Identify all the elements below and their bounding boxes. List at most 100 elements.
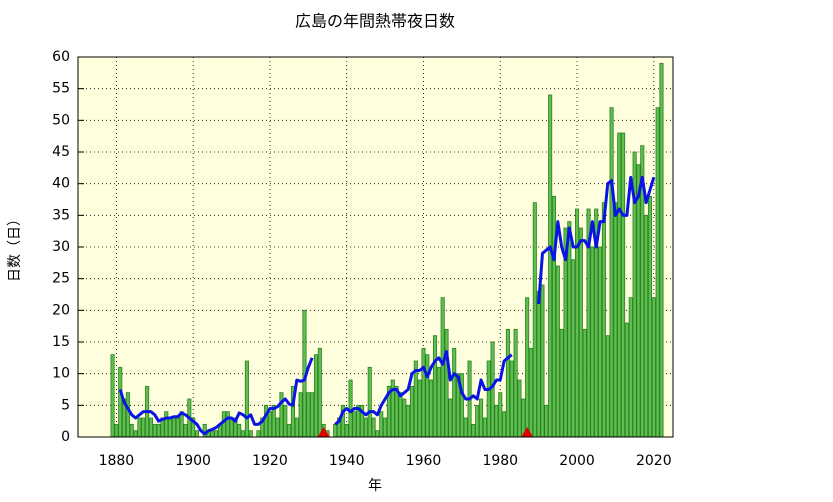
bar — [571, 259, 576, 438]
y-tick-label: 5 — [61, 397, 70, 413]
bar — [617, 132, 622, 438]
bar — [409, 385, 414, 438]
bar — [287, 423, 292, 438]
bar — [352, 411, 357, 438]
x-tick-label: 1920 — [252, 453, 288, 469]
bar — [348, 379, 353, 438]
bar — [425, 354, 430, 438]
bar — [152, 423, 157, 438]
bar — [479, 398, 484, 438]
bar — [644, 214, 649, 438]
bar — [513, 328, 518, 438]
bar — [221, 411, 226, 438]
y-tick-label: 35 — [52, 207, 70, 223]
bar — [436, 366, 441, 438]
y-tick-label: 0 — [61, 429, 70, 445]
y-tick-label: 50 — [52, 112, 70, 128]
bar — [598, 246, 603, 438]
bar — [402, 398, 407, 438]
bar — [429, 379, 434, 438]
bar — [210, 430, 215, 438]
bar — [590, 246, 595, 438]
x-tick-label: 1900 — [175, 453, 211, 469]
bar — [333, 423, 338, 438]
bar — [225, 411, 230, 438]
bar — [168, 417, 173, 438]
bar — [375, 430, 380, 438]
bar — [363, 417, 368, 438]
bar — [417, 379, 422, 438]
bar — [471, 423, 476, 438]
bar — [141, 417, 146, 438]
bar — [371, 417, 376, 438]
bar — [421, 347, 426, 438]
bar — [628, 297, 633, 438]
y-tick-label: 60 — [52, 49, 70, 65]
bar — [110, 354, 115, 438]
bar — [521, 398, 526, 438]
bar — [540, 284, 545, 438]
bar — [406, 404, 411, 438]
bar — [317, 347, 322, 438]
bar — [125, 392, 130, 438]
bar — [118, 366, 123, 438]
bar — [344, 423, 349, 438]
y-tick-label: 55 — [52, 81, 70, 97]
bar — [148, 417, 153, 438]
bar — [551, 195, 557, 438]
x-tick-label: 1980 — [482, 453, 518, 469]
bar — [275, 417, 280, 438]
moving-average-line — [118, 175, 656, 436]
bar — [452, 347, 457, 438]
bar — [636, 164, 641, 438]
bar — [475, 404, 480, 438]
bar — [613, 202, 618, 438]
bar — [214, 430, 219, 438]
y-axis-label: 日数（日） — [7, 212, 23, 282]
bar — [528, 347, 533, 438]
bar — [237, 423, 242, 438]
y-tick-label: 20 — [52, 302, 70, 318]
bar — [256, 430, 261, 438]
bar — [313, 354, 319, 438]
y-tick-label: 25 — [52, 271, 70, 287]
y-tick-label: 10 — [52, 366, 70, 382]
bar — [248, 430, 253, 438]
bar — [578, 227, 583, 438]
bar — [383, 417, 388, 438]
bar — [655, 107, 660, 438]
bar — [486, 360, 491, 438]
bar — [398, 392, 403, 438]
bar — [156, 423, 161, 438]
y-tick-label: 15 — [52, 334, 70, 350]
x-axis-label: 年 — [368, 478, 382, 494]
bar — [494, 404, 499, 438]
bar — [532, 202, 537, 438]
bar — [379, 411, 384, 438]
bar — [601, 202, 606, 438]
bar — [267, 411, 272, 438]
bar — [582, 328, 587, 438]
bar — [133, 430, 138, 438]
bar — [164, 411, 169, 438]
bar — [482, 417, 487, 438]
bar — [651, 297, 656, 438]
bar — [567, 221, 572, 438]
bar — [114, 423, 119, 438]
bar — [659, 62, 664, 438]
bar — [502, 411, 507, 438]
bar — [129, 423, 134, 438]
bar — [271, 404, 276, 438]
bar — [306, 392, 311, 438]
bar — [310, 392, 315, 438]
plot-frame — [77, 56, 674, 438]
bar — [548, 94, 553, 438]
x-tick-label: 2020 — [636, 453, 672, 469]
x-tick-label: 2000 — [559, 453, 595, 469]
bar — [609, 107, 614, 438]
x-tick-label: 1940 — [329, 453, 365, 469]
bar — [244, 360, 249, 438]
bar — [367, 366, 372, 438]
bar — [525, 297, 530, 438]
